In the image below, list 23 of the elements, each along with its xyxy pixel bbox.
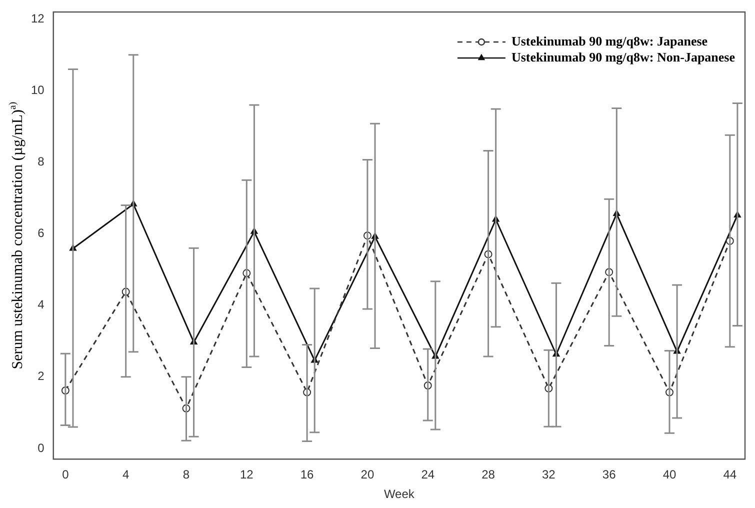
y-tick-label: 6	[38, 226, 45, 240]
x-tick-label: 4	[122, 468, 130, 482]
x-axis-title: Week	[384, 487, 416, 502]
x-tick-label: 28	[482, 468, 496, 482]
x-tick-label: 20	[360, 468, 374, 482]
y-tick-label: 0	[38, 440, 45, 455]
x-tick-label: 44	[723, 468, 737, 482]
y-tick-label: 8	[38, 154, 45, 169]
y-axis-title: Serum ustekinumab concentration (µg/mL)a)	[7, 102, 26, 370]
x-tick-label: 12	[240, 468, 254, 482]
x-tick-label: 36	[602, 468, 616, 482]
x-tick-label: 8	[182, 468, 190, 482]
legend-label: Ustekinumab 90 mg/q8w: Non-Japanese	[511, 49, 736, 64]
legend-label: Ustekinumab 90 mg/q8w: Japanese	[511, 33, 708, 48]
y-tick-label: 4	[38, 298, 45, 312]
x-tick-label: 0	[62, 468, 70, 482]
y-tick-label: 2	[38, 369, 45, 384]
y-tick-label: 12	[30, 11, 45, 26]
x-tick-label: 16	[300, 468, 314, 482]
x-tick-label: 32	[542, 468, 556, 482]
x-tick-label: 40	[662, 468, 676, 482]
y-tick-label: 10	[30, 83, 45, 98]
x-tick-label: 24	[421, 468, 435, 482]
